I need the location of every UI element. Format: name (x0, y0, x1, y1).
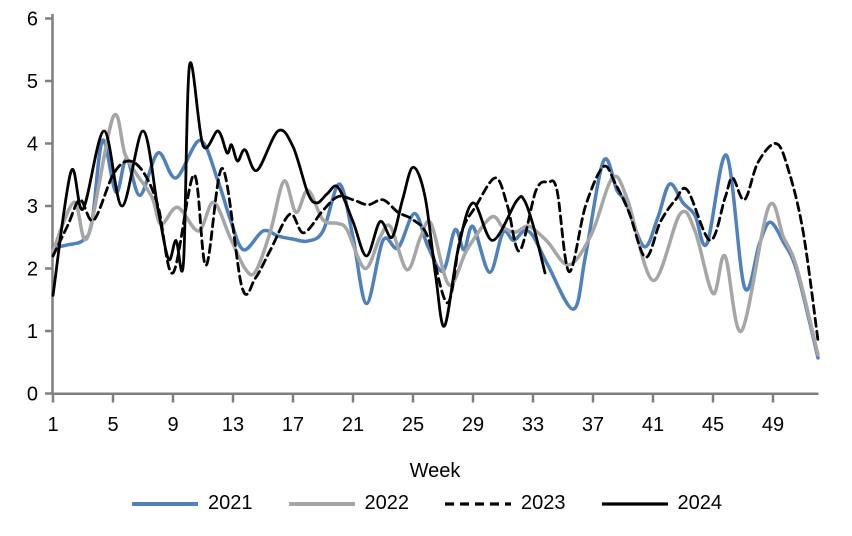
x-tick-label: 45 (702, 414, 724, 436)
series-line-2021 (51, 138, 820, 360)
legend-label: 2023 (521, 492, 566, 514)
x-tick-label: 41 (642, 414, 664, 436)
legend-line-sample-2021 (132, 501, 198, 506)
legend: 2021 2022 2023 2024 (0, 492, 852, 515)
x-axis-title: Week (410, 460, 462, 482)
legend-item-2023: 2023 (443, 492, 566, 515)
legend-label: 2022 (364, 492, 410, 514)
x-tick-label: 5 (107, 414, 118, 436)
x-tick-label: 17 (282, 414, 304, 436)
y-tick-label: 3 (27, 196, 38, 218)
plot-series (51, 61, 820, 360)
series-line-2024 (51, 61, 547, 328)
x-tick-label: 13 (222, 414, 244, 436)
x-tick-label: 9 (167, 414, 178, 436)
x-tick-label: 25 (402, 414, 424, 436)
x-axis: 1 5 9 13 17 21 25 29 33 37 41 45 49 (47, 392, 819, 436)
y-tick-label: 4 (27, 134, 38, 156)
y-tick-label: 0 (27, 384, 38, 406)
x-tick-label: 33 (522, 414, 544, 436)
x-tick-label: 21 (342, 414, 364, 436)
series-line-2022 (51, 112, 820, 357)
y-tick-label: 6 (27, 9, 38, 31)
x-tick-label: 29 (462, 414, 484, 436)
legend-label: 2021 (208, 492, 253, 514)
x-tick-label: 37 (582, 414, 604, 436)
legend-line-sample-2023 (445, 501, 511, 506)
legend-item-2022: 2022 (287, 492, 410, 515)
y-axis: 0 1 2 3 4 5 6 (27, 9, 54, 406)
y-tick-label: 2 (27, 259, 38, 281)
legend-item-2021: 2021 (130, 492, 253, 515)
y-tick-label: 5 (27, 71, 38, 93)
legend-line-sample-2024 (601, 501, 668, 506)
x-tick-label: 49 (762, 414, 784, 436)
legend-item-2024: 2024 (600, 492, 723, 515)
x-tick-label: 1 (47, 414, 58, 436)
y-tick-label: 1 (27, 321, 38, 343)
legend-line-sample-2022 (288, 501, 355, 506)
legend-label: 2024 (677, 492, 723, 514)
